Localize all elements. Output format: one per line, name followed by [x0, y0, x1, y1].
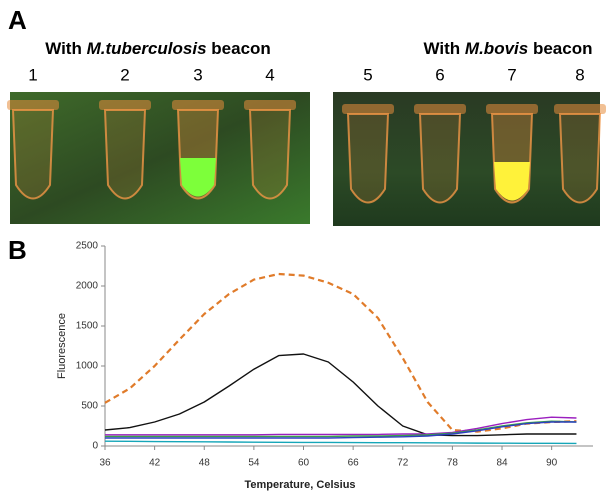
x-tick-label: 78	[447, 458, 459, 469]
x-axis-label: Temperature, Celsius	[244, 479, 355, 491]
tube-label: 3	[193, 65, 202, 84]
y-tick-label: 1000	[76, 361, 99, 372]
tube-cap	[486, 104, 538, 114]
tube	[103, 109, 147, 200]
x-tick-label: 48	[199, 458, 211, 469]
tube-glow	[180, 158, 216, 197]
tube-cap	[244, 100, 296, 110]
photo	[10, 92, 310, 224]
x-tick-label: 84	[496, 458, 508, 469]
tube-cap	[554, 104, 606, 114]
line-series	[105, 420, 577, 438]
tube	[346, 113, 390, 204]
tube-cap	[414, 104, 466, 114]
x-tick-label: 54	[248, 458, 260, 469]
tube-label: 6	[435, 65, 444, 84]
caption: With M.bovis beacon	[424, 39, 593, 58]
caption-text: beacon	[528, 39, 592, 58]
tube-cap	[99, 100, 151, 110]
tube-glow	[494, 162, 530, 201]
tube-label: 8	[575, 65, 584, 84]
tube-label: 5	[363, 65, 372, 84]
tube-cap	[342, 104, 394, 114]
x-tick-label: 36	[99, 458, 111, 469]
panel-label: A	[8, 5, 27, 35]
tube	[248, 109, 292, 200]
y-tick-label: 0	[92, 441, 98, 452]
tube-cap	[7, 100, 59, 110]
tube-label: 2	[120, 65, 129, 84]
caption-text: With	[424, 39, 465, 58]
line-series	[104, 353, 577, 437]
caption-text: beacon	[207, 39, 271, 58]
tube-cap	[172, 100, 224, 110]
line-series	[105, 421, 577, 439]
tube	[11, 109, 55, 200]
tube-label: 4	[265, 65, 274, 84]
tube-label: 7	[507, 65, 516, 84]
y-tick-label: 1500	[76, 321, 99, 332]
tube-label: 1	[28, 65, 37, 84]
y-tick-label: 2500	[76, 241, 99, 252]
x-tick-label: 90	[546, 458, 558, 469]
line-series	[104, 440, 577, 445]
tube	[558, 113, 602, 204]
caption-text: With	[45, 39, 86, 58]
line-series	[104, 272, 577, 433]
caption-species: M.bovis	[465, 39, 528, 58]
caption-species: M.tuberculosis	[87, 39, 207, 58]
tube	[418, 113, 462, 204]
y-axis-label: Fluorescence	[56, 313, 68, 379]
x-tick-label: 42	[149, 458, 161, 469]
panel-label: B	[8, 235, 27, 265]
caption: With M.tuberculosis beacon	[45, 39, 271, 58]
x-tick-label: 66	[348, 458, 360, 469]
y-tick-label: 500	[81, 401, 98, 412]
y-tick-label: 2000	[76, 281, 99, 292]
x-tick-label: 60	[298, 458, 310, 469]
x-tick-label: 72	[397, 458, 409, 469]
line-series	[105, 416, 577, 436]
